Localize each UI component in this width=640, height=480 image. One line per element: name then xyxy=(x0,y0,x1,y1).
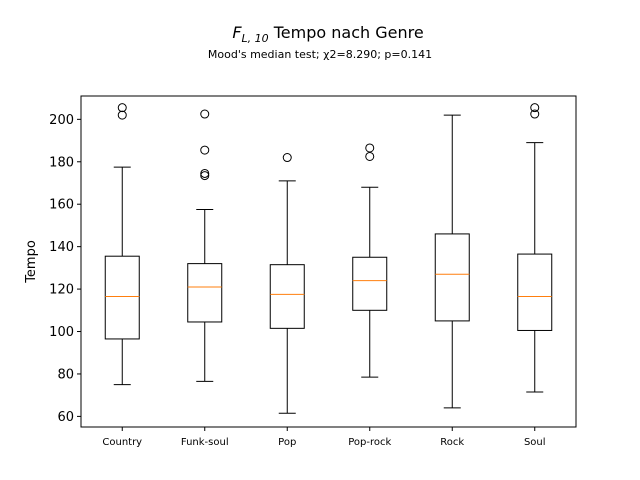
outlier-point xyxy=(200,145,210,155)
box-iqr xyxy=(269,264,305,329)
outlier-point xyxy=(200,109,210,119)
y-tick-label: 100 xyxy=(49,325,74,340)
y-tick-label: 120 xyxy=(49,283,74,298)
outlier-point xyxy=(365,151,375,161)
box-iqr xyxy=(187,263,223,323)
title-math-base: F xyxy=(232,23,242,42)
x-tick-label: Country xyxy=(102,437,142,448)
outlier-point xyxy=(117,103,127,113)
outlier-point xyxy=(365,143,375,153)
outlier-point xyxy=(117,110,127,120)
outlier-point xyxy=(200,171,210,181)
chart-subtitle: Mood's median test; χ2=8.290; p=0.141 xyxy=(208,48,432,61)
y-tick-label: 140 xyxy=(49,240,74,255)
box-iqr xyxy=(352,256,388,311)
y-tick-label: 80 xyxy=(57,367,74,382)
x-tick-label: Soul xyxy=(524,437,546,448)
x-tick-label: Funk-soul xyxy=(181,437,229,448)
x-tick-label: Rock xyxy=(440,437,464,448)
title-text: Tempo nach Genre xyxy=(269,23,424,42)
outlier-point xyxy=(200,168,210,178)
outlier-point xyxy=(530,109,540,119)
y-tick-label: 60 xyxy=(57,410,74,425)
y-tick-label: 180 xyxy=(49,155,74,170)
x-tick-label: Pop-rock xyxy=(348,437,391,448)
y-axis-label: Tempo xyxy=(24,240,39,284)
box-iqr xyxy=(104,255,140,340)
box-iqr xyxy=(517,253,553,331)
x-tick-label: Pop xyxy=(278,437,296,448)
plot-frame xyxy=(80,95,577,428)
title-math-sub: L, 10 xyxy=(242,32,269,45)
y-tick-label: 200 xyxy=(49,113,74,128)
y-tick-label: 160 xyxy=(49,198,74,213)
chart-title: FL, 10 Tempo nach Genre xyxy=(232,23,423,45)
box-iqr xyxy=(434,233,470,322)
plot-area: 60 80 100 120 140 160 180 200 Country Funk-soul Po… xyxy=(49,95,577,448)
outlier-point xyxy=(282,153,292,163)
outlier-point xyxy=(530,103,540,113)
